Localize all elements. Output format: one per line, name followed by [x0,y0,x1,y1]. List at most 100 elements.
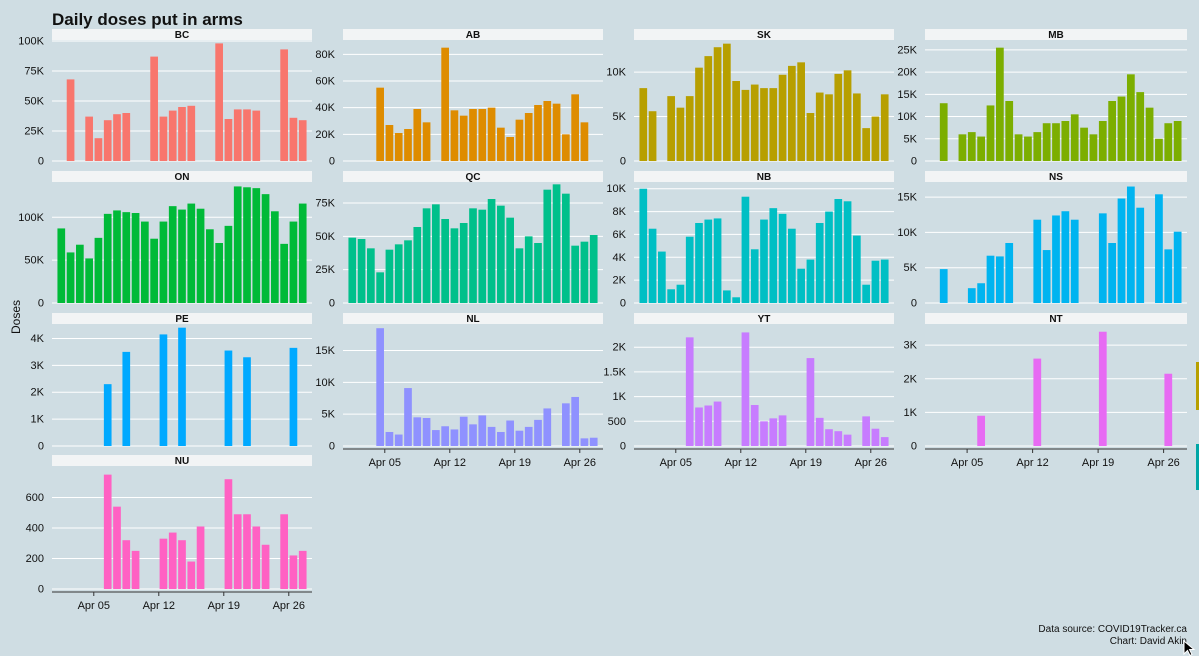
bar [103,120,112,161]
y-tick-label: 0 [911,298,917,310]
x-tick-label: Apr 26 [1147,457,1179,469]
bar [348,237,357,303]
bar [769,88,778,161]
bar [1098,121,1107,161]
bar [289,555,298,589]
bar [815,417,824,446]
bar [639,188,648,303]
y-tick-label: 0 [38,156,44,168]
bar [834,431,843,446]
bar [806,259,815,303]
bar [187,561,196,589]
bar [1052,215,1060,303]
bar [122,113,131,161]
bar [571,94,579,161]
bar [224,225,233,303]
facet-strip [634,29,894,40]
bar [797,62,805,162]
x-tick-label: Apr 26 [855,457,887,469]
bar [723,290,731,303]
facet-strip [925,171,1187,182]
y-tick-label: 1K [904,407,918,419]
facet-strip [343,29,603,40]
y-tick-label: 5K [322,409,336,421]
bar [1033,358,1042,446]
bar [1005,243,1014,303]
bar [252,526,261,589]
bar [497,127,505,161]
facet-label: MB [1048,30,1064,41]
y-tick-label: 2K [31,387,45,399]
bar [534,105,542,161]
bar [385,431,394,446]
bar [562,134,570,161]
bar [233,514,242,589]
bar [1080,127,1088,161]
bar [685,96,694,161]
bar [778,74,787,161]
x-tick-label: Apr 05 [369,457,401,469]
x-tick-label: Apr 19 [790,457,822,469]
bar [432,204,440,303]
facet-strip [343,171,603,182]
bar [94,138,103,161]
bar [1117,96,1126,161]
bar [880,94,889,161]
bar [1173,231,1182,303]
bar [760,421,768,446]
bar [676,284,685,303]
bar [750,405,759,446]
bar [834,73,843,161]
bar [515,430,524,446]
bar [404,388,412,446]
y-tick-label: 0 [620,156,626,168]
bar [769,208,778,303]
chart-title: Daily doses put in arms [52,10,243,29]
bar [658,251,666,303]
window-edge-marker [1196,444,1199,490]
bar [880,437,889,446]
bar [769,418,778,446]
bar [1070,219,1079,303]
bar [552,103,561,161]
y-tick-label: 0 [329,441,335,453]
bar [150,238,158,303]
y-tick-label: 1K [31,414,45,426]
bar [1155,194,1163,303]
y-tick-label: 10K [315,377,335,389]
bar [196,526,205,589]
bar [648,111,657,161]
y-axis-title: Doses [9,300,23,335]
bar [741,89,750,161]
y-tick-label: 15K [897,192,917,204]
bar [543,101,552,161]
panel-bc: BC 0 25K 50K 75K 100K [18,29,312,168]
y-tick-label: 5K [613,111,627,123]
bar [122,351,131,446]
bar [178,327,186,446]
bar [459,416,468,446]
y-tick-label: 15K [315,345,335,357]
bar [280,514,288,589]
facet-strip [925,313,1187,324]
bar [422,417,431,446]
bar [487,199,496,303]
bar [243,109,251,161]
panel-nl: NL 0 5K 10K 15K Apr 05 Apr 12 Apr 19 Apr 26 [315,313,603,469]
chart-credit-note: Chart: David Akin [1109,636,1187,647]
bar [552,184,561,303]
bar [825,211,833,303]
x-tick-label: Apr 05 [78,600,110,612]
facet-strip [52,171,312,182]
bar [741,196,750,303]
bar [806,358,815,446]
bar [103,474,112,589]
bar [1117,198,1126,303]
bar [862,416,870,446]
bar [385,125,394,161]
y-tick-label: 10K [897,227,917,239]
facet-label: NS [1049,172,1063,183]
bar [298,120,307,161]
bar [141,221,149,303]
